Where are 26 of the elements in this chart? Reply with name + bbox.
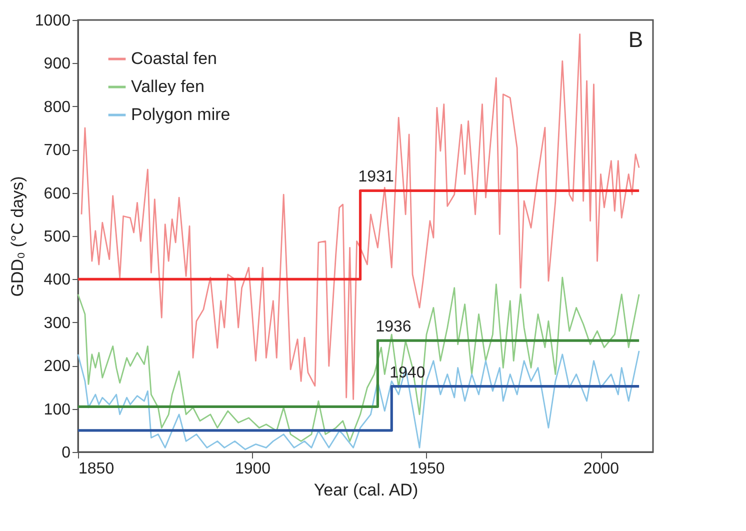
x-axis-title: Year (cal. AD) xyxy=(314,480,418,500)
x-tick-label: 1900 xyxy=(234,460,271,478)
x-tick-label: 2000 xyxy=(583,460,620,478)
y-tick-label: 900 xyxy=(44,56,71,73)
annotation: 1931 xyxy=(358,168,394,186)
y-tick-label: 800 xyxy=(44,98,71,116)
y-tick-label: 0 xyxy=(62,444,71,462)
legend-label: Polygon mire xyxy=(131,105,230,124)
line-series xyxy=(80,34,640,400)
y-tick-label: 100 xyxy=(44,401,71,418)
y-tick-label: 400 xyxy=(44,272,71,289)
annotation: 1936 xyxy=(376,318,412,336)
y-tick-label: 200 xyxy=(44,358,71,376)
x-tick-label: 1850 xyxy=(78,460,114,478)
y-tick-label: 300 xyxy=(44,314,71,332)
legend-label: Valley fen xyxy=(131,77,204,96)
y-tick-label: 600 xyxy=(44,185,71,202)
y-tick-label: 1000 xyxy=(34,12,71,30)
line-series xyxy=(77,350,640,450)
legend-label: Coastal fen xyxy=(131,49,217,68)
annotation: B xyxy=(628,27,643,52)
y-tick-label: 500 xyxy=(44,228,71,246)
y-axis-title: GDD₀ (°C days) xyxy=(8,176,27,297)
x-tick-label: 1950 xyxy=(409,460,445,478)
line-series xyxy=(77,276,640,442)
y-tick-label: 700 xyxy=(44,142,71,160)
